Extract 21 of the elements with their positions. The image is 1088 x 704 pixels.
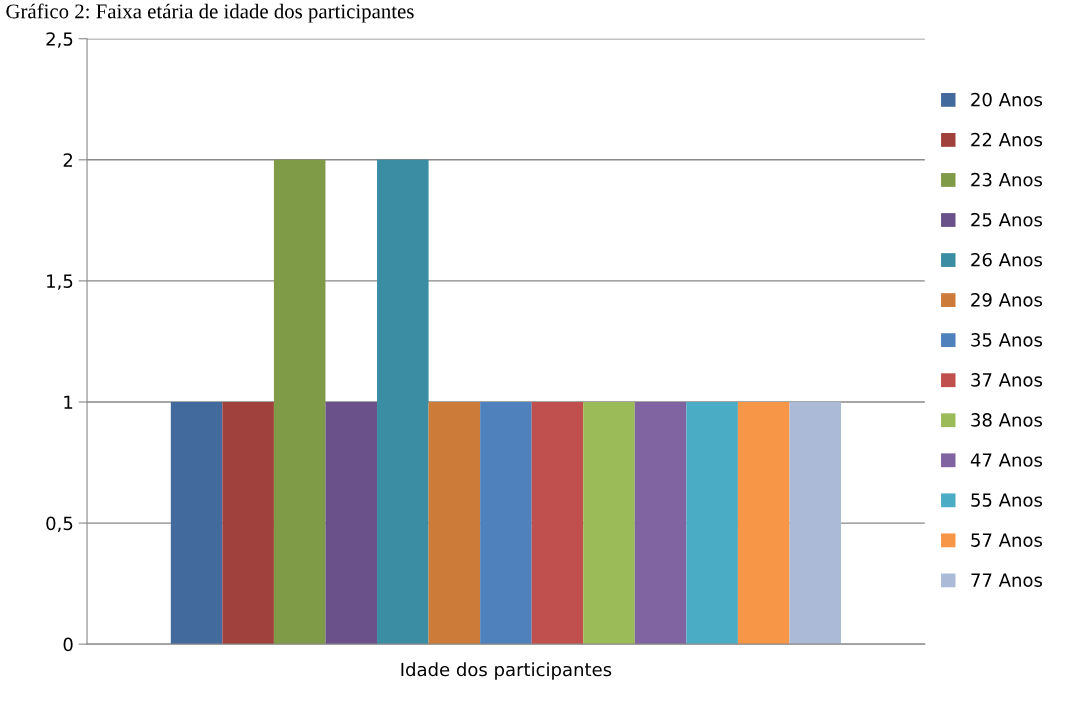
legend-label: 57 Anos xyxy=(971,533,1043,547)
legend-label: 26 Anos xyxy=(971,252,1043,267)
y-tick-label: 2 xyxy=(63,153,73,167)
legend-label: 20 Anos xyxy=(971,92,1043,107)
y-tick-label: 1,5 xyxy=(47,274,73,290)
legend-label: 25 Anos xyxy=(971,212,1043,227)
y-tick-label: 0 xyxy=(63,637,73,652)
chart-title: Gráfico 2: Faixa etária de idade dos participantes xyxy=(6,3,414,23)
y-tick-label: 2,5 xyxy=(46,32,73,48)
x-tick-label: Idade dos participantes xyxy=(401,662,612,680)
legend-label: 47 Anos xyxy=(970,453,1043,467)
legend-label: 29 Anos xyxy=(971,292,1043,307)
legend-label: 77 Anos xyxy=(971,573,1043,587)
legend-label: 22 Anos xyxy=(971,132,1043,147)
legend-label: 37 Anos xyxy=(971,373,1043,387)
legend-label: 23 Anos xyxy=(971,172,1043,187)
y-tick-label: 1 xyxy=(64,395,73,409)
legend-label: 38 Anos xyxy=(971,413,1043,427)
y-tick-label: 0,5 xyxy=(46,516,73,533)
legend-label: 35 Anos xyxy=(971,333,1043,347)
legend-label: 55 Anos xyxy=(971,493,1043,507)
